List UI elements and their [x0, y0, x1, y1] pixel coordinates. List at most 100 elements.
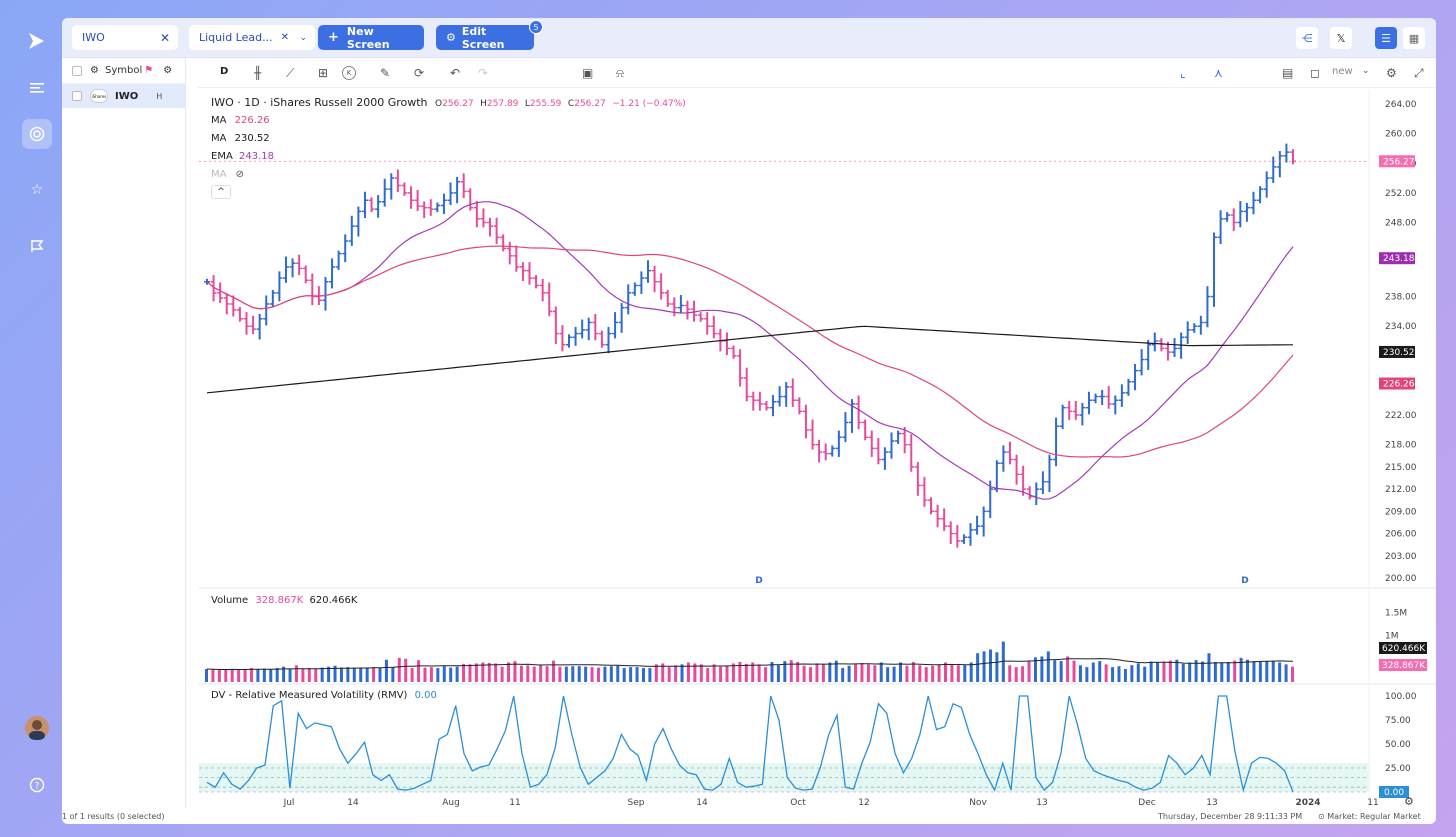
price-bar	[802, 404, 809, 439]
volume-bar	[1233, 660, 1237, 682]
rocket-icon: ⚑	[144, 65, 154, 76]
star-icon[interactable]: ☆	[30, 182, 44, 198]
templates-icon[interactable]: ⊞	[318, 66, 329, 80]
volume-bar	[378, 667, 382, 682]
new-screen-button[interactable]: + New Screen	[318, 25, 424, 51]
volume-label: Volume	[211, 595, 249, 606]
price-bar	[381, 178, 388, 207]
price-bar	[1138, 349, 1145, 376]
volume-bar	[410, 668, 414, 682]
collapse-legend-button[interactable]: ^	[211, 185, 231, 199]
draw-icon[interactable]: ✎	[380, 66, 391, 80]
price-bar	[1066, 400, 1073, 420]
volume-bar	[854, 664, 858, 682]
volume-tick: 1.5M	[1385, 608, 1407, 618]
flag-icon[interactable]	[25, 234, 49, 258]
price-tick: 260.00	[1385, 130, 1417, 140]
help-icon[interactable]: ?	[25, 773, 49, 797]
settings-icon[interactable]: ⚙	[1386, 66, 1397, 80]
logo-icon[interactable]	[27, 32, 45, 50]
volume-bar	[282, 666, 286, 682]
status-bar: 1 of 1 results (0 selected) Thursday, De…	[62, 808, 1436, 824]
volume-bar	[783, 661, 787, 682]
legend-high: 257.89	[486, 99, 519, 109]
volume-bar	[301, 668, 305, 682]
price-bar	[1276, 151, 1283, 178]
x-icon[interactable]: 𝕏	[1330, 27, 1352, 49]
undo-icon[interactable]: ↶	[450, 66, 461, 80]
price-axis[interactable]: 264.00260.00256.00252.00248.00238.00234.…	[283, 100, 1427, 808]
price-bar	[730, 345, 737, 359]
price-bar	[921, 476, 928, 507]
price-bar	[835, 430, 842, 457]
volume-bar	[744, 663, 748, 682]
bar-type-icon[interactable]: ╫	[254, 66, 262, 80]
price-bar	[1000, 445, 1007, 472]
volume-bar	[1149, 661, 1153, 682]
close-icon[interactable]: ✕	[280, 32, 289, 43]
price-bar	[960, 534, 967, 544]
price-bar	[421, 201, 428, 219]
grid-view-icon[interactable]: ▦	[1403, 27, 1425, 49]
chevron-down-icon[interactable]: ⌄	[1362, 66, 1370, 76]
time-tick: 14	[347, 798, 359, 808]
list-item[interactable]: iShares IWO H	[62, 84, 185, 108]
layout-icon[interactable]: ▤	[1282, 66, 1294, 80]
price-bar	[1211, 232, 1218, 307]
volume-bar	[802, 665, 806, 682]
row-checkbox[interactable]	[72, 91, 82, 101]
price-bar	[454, 176, 461, 204]
menu-icon[interactable]	[25, 76, 49, 100]
chevron-down-icon[interactable]: ⌄	[299, 32, 307, 43]
column-settings-icon[interactable]: ⚙	[163, 65, 173, 76]
fullscreen-icon[interactable]: ⤢	[1414, 66, 1424, 80]
save-icon[interactable]: ▣	[582, 66, 594, 80]
volume-bar	[552, 660, 556, 682]
k-button[interactable]: K	[342, 66, 356, 80]
volume-bar	[1123, 668, 1127, 682]
price-bar	[612, 312, 619, 339]
layout-name[interactable]: new	[1332, 66, 1353, 77]
price-bar	[1204, 286, 1211, 328]
price-bar	[1033, 482, 1040, 506]
volume-bar	[661, 663, 665, 682]
price-bar	[552, 306, 559, 344]
price-bar	[868, 430, 875, 457]
time-tick: Oct	[790, 798, 806, 808]
close-icon[interactable]: ✕	[159, 30, 170, 45]
price-chart[interactable]: DD 264.00260.00256.00252.00248.00238.002…	[199, 90, 1436, 808]
volume-badge: 620.466K	[1379, 642, 1427, 654]
price-badge: 226.26	[1379, 377, 1415, 390]
target-icon[interactable]	[22, 119, 52, 149]
edit-screen-button[interactable]: ⚙ Edit Screen	[436, 25, 534, 51]
volume-bar	[243, 669, 247, 682]
chart-area[interactable]: DD 264.00260.00256.00252.00248.00238.002…	[199, 90, 1436, 808]
alert-icon[interactable]: ⍾	[616, 66, 624, 80]
interval-button[interactable]: D	[220, 66, 229, 77]
price-bar	[460, 173, 467, 199]
indicators-icon[interactable]: ⟋	[286, 66, 295, 80]
price-bar	[1145, 339, 1152, 370]
select-all-checkbox[interactable]	[72, 65, 82, 76]
volume-bar	[1040, 656, 1044, 682]
compare-icon[interactable]: ⋏	[1214, 66, 1223, 80]
avatar[interactable]	[25, 716, 49, 740]
axis-settings-icon[interactable]: ⚙	[1404, 795, 1414, 808]
screen-tab[interactable]: Liquid Lead... ✕ ⌄	[189, 25, 315, 50]
volume-bar	[982, 651, 986, 682]
share-icon[interactable]: ⋲	[1296, 27, 1318, 49]
symbol-tab[interactable]: IWO ✕	[72, 25, 178, 50]
row-flag: H	[156, 91, 163, 101]
time-tick: 2024	[1295, 798, 1320, 808]
chart-style-icon[interactable]: ⌞	[1180, 66, 1186, 80]
refresh-icon[interactable]: ⟳	[414, 66, 425, 80]
hidden-eye-icon[interactable]: ⊘	[235, 169, 245, 180]
price-bar	[651, 265, 658, 293]
redo-icon[interactable]: ↷	[478, 66, 489, 80]
price-bar	[1250, 191, 1257, 215]
list-view-icon[interactable]: ☰	[1375, 27, 1397, 49]
legend-close: 256.27	[574, 99, 606, 109]
settings-icon[interactable]: ⚙	[90, 65, 99, 76]
cloud-icon[interactable]: ◻	[1310, 66, 1320, 80]
